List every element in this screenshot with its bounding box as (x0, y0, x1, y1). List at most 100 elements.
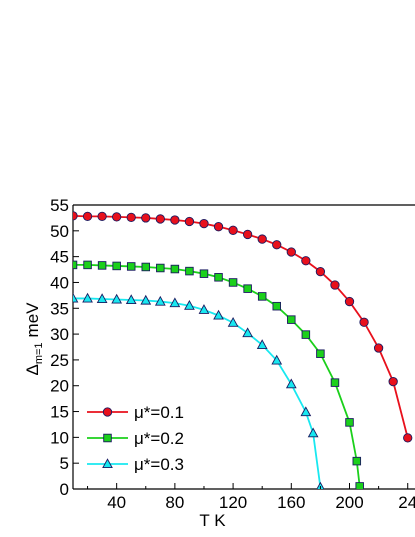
data-point (199, 218, 209, 229)
data-point (213, 222, 224, 232)
x-tick-label: 200 (335, 493, 363, 512)
data-point (359, 317, 369, 327)
x-tick-label: 160 (277, 493, 305, 512)
series-layer (73, 211, 413, 489)
legend-label: μ*=0.3 (134, 455, 184, 474)
data-point (184, 299, 195, 310)
data-point (213, 309, 224, 320)
series-line (73, 297, 322, 488)
y-tick-label: 40 (50, 273, 69, 292)
y-axis-title-subscript: m=1 (33, 342, 45, 364)
data-point (307, 427, 319, 438)
y-tick-label: 10 (50, 428, 69, 447)
data-point (271, 354, 283, 365)
y-axis-title-unit: meV (23, 302, 42, 338)
y-tick-label: 25 (50, 351, 69, 370)
svg-text:Δm=1meV: Δm=1 meV (23, 302, 45, 376)
data-point (97, 211, 107, 222)
series-line (73, 263, 361, 487)
y-tick-label: 0 (60, 480, 69, 499)
legend-marker (102, 458, 113, 469)
data-point (403, 433, 413, 443)
data-point (112, 261, 121, 271)
x-tick-label: 40 (107, 493, 126, 512)
x-axis-title: T K (199, 511, 226, 530)
data-point (125, 294, 137, 305)
data-point (355, 482, 364, 489)
data-point (228, 278, 238, 287)
legend-marker (103, 433, 112, 443)
data-point (315, 266, 326, 277)
y-tick-label: 45 (50, 248, 69, 267)
data-point (243, 284, 252, 293)
data-point (185, 266, 194, 276)
data-point (242, 229, 253, 240)
data-point (352, 456, 362, 466)
data-point (170, 215, 180, 225)
data-point (170, 264, 180, 274)
data-point (316, 481, 325, 489)
data-point (169, 297, 181, 308)
data-point (373, 343, 384, 353)
data-point (272, 301, 281, 311)
data-point (141, 262, 151, 272)
data-point (286, 247, 296, 257)
data-point (154, 295, 166, 306)
data-point (257, 234, 267, 244)
data-point (300, 406, 312, 417)
y-tick-label: 5 (60, 454, 69, 473)
series-2 (73, 260, 364, 489)
data-point (126, 262, 136, 271)
data-point (344, 296, 355, 307)
data-point (111, 293, 123, 304)
x-tick-label: 120 (219, 493, 247, 512)
y-axis-title-symbol: Δ (23, 364, 42, 375)
data-point (330, 378, 340, 387)
data-point (184, 216, 195, 227)
x-tick-label: 80 (165, 493, 184, 512)
legend-label: μ*=0.2 (134, 429, 184, 448)
data-point (96, 293, 108, 304)
x-axis: 40 80 120 160 200 24 (87, 483, 415, 512)
data-point (82, 211, 93, 222)
y-tick-label: 50 (50, 222, 69, 241)
data-point (155, 214, 165, 224)
data-point (112, 212, 122, 222)
data-point (83, 260, 92, 270)
data-point (242, 327, 253, 338)
data-point (126, 212, 136, 223)
data-point (140, 294, 152, 305)
data-point (301, 256, 311, 266)
data-point (345, 418, 354, 427)
data-point (97, 261, 107, 270)
data-point (228, 225, 238, 235)
data-point (73, 211, 78, 221)
data-point (301, 330, 311, 339)
series-3 (73, 292, 325, 489)
data-point (73, 292, 79, 303)
legend-marker (102, 407, 113, 417)
legend-label: μ*=0.1 (134, 403, 184, 422)
legend-item: μ*=0.1 (87, 403, 184, 422)
data-point (272, 240, 282, 250)
data-point (227, 316, 239, 327)
series-1 (73, 211, 413, 443)
y-axis-title: Δm=1 meV (23, 302, 45, 376)
y-tick-label: 15 (50, 403, 69, 422)
data-point (316, 349, 325, 358)
plot-frame (72, 204, 415, 490)
legend-item: μ*=0.3 (87, 455, 184, 474)
data-point (82, 292, 93, 303)
data-point (330, 280, 340, 290)
y-tick-label: 35 (50, 299, 69, 318)
data-point (214, 273, 223, 282)
data-point (198, 304, 210, 314)
legend: μ*=0.1 μ*=0.2 μ*=0.3 (87, 403, 184, 474)
data-point (199, 269, 209, 278)
y-tick-label: 55 (50, 196, 69, 215)
data-point (156, 263, 165, 273)
data-point (73, 260, 78, 270)
y-tick-label: 20 (50, 377, 69, 396)
data-point (257, 292, 267, 301)
